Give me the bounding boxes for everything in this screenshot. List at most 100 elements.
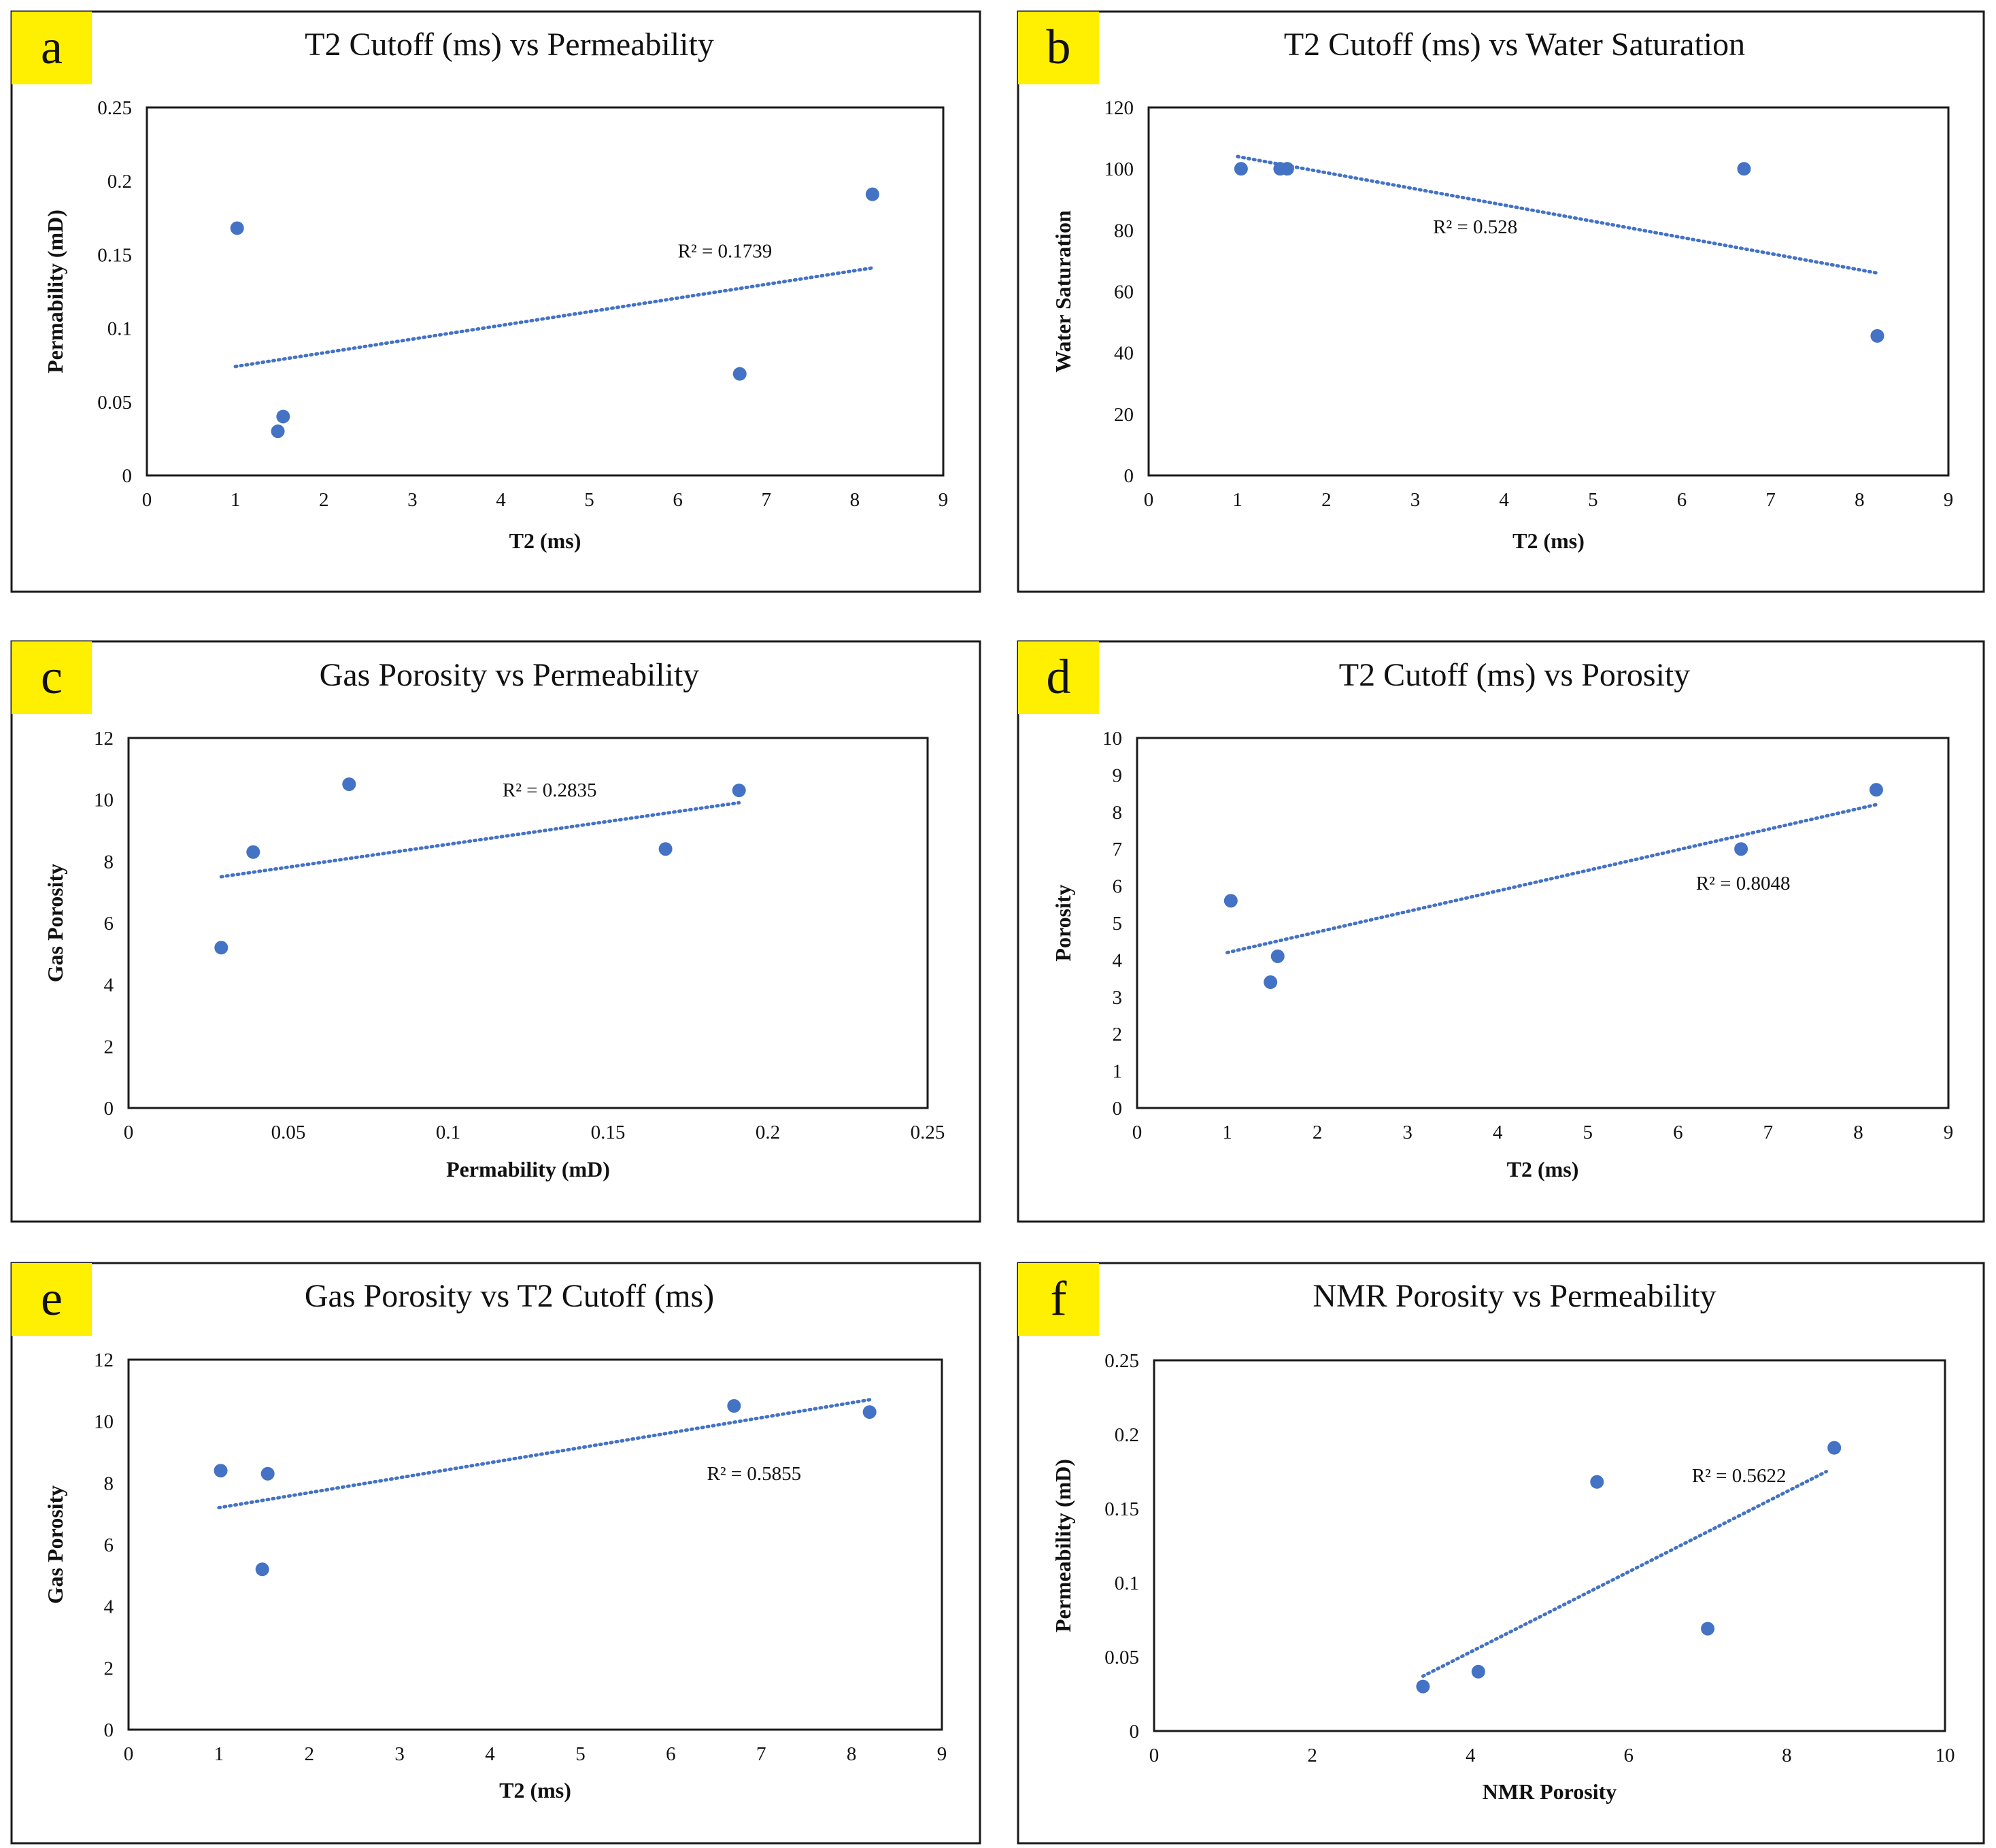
panel-a-r2-label: R² = 0.1739 [678,241,773,263]
panel-c-x-tick-label: 0 [124,1122,134,1143]
panel-b-x-axis-label: T2 (ms) [1512,528,1585,553]
panel-f-x-tick-label: 8 [1782,1745,1792,1766]
panel-c-letter: c [41,650,63,704]
panel-d-y-tick-label: 7 [1113,839,1123,860]
panel-d-letter-box [1018,641,1099,714]
panel-a-y-axis-label: Permability (mD) [43,209,67,373]
panel-e-trendline [217,1398,872,1510]
panel-d-y-tick-label: 6 [1113,876,1123,898]
panel-d-y-tick-label: 10 [1102,728,1122,750]
panel-a-x-axis-label: T2 (ms) [509,528,581,553]
panel-e-y-tick-label: 12 [94,1349,114,1371]
panel-a-x-tick-label: 6 [673,489,683,511]
panel-f-plot-area [1153,1359,1946,1732]
panel-f-letter: f [1051,1271,1067,1326]
panel-d-x-tick-label: 9 [1944,1122,1954,1143]
panel-c-x-tick-label: 0.2 [756,1122,780,1143]
panel-b: b T2 Cutoff (ms) vs Water Saturation02040… [1017,10,1985,593]
panel-b-y-tick-label: 0 [1124,465,1134,487]
panel-a-data-point [230,221,244,235]
panel-e-r2-label: R² = 0.5855 [707,1463,801,1485]
panel-b-y-tick-label: 100 [1104,158,1134,180]
panel-c-y-tick-label: 6 [104,913,114,935]
panel-c-letter-box [12,641,92,714]
panel-c-y-axis-label: Gas Porosity [43,864,67,983]
panel-d-plot-area [1136,737,1950,1109]
panel-d-x-tick-label: 3 [1402,1122,1413,1143]
panel-f-trendline [1421,1470,1829,1678]
panel-a-y-tick-label: 0 [122,465,133,487]
panel-b-letter-box [1018,12,1099,84]
panel-c-x-tick-label: 0.1 [436,1122,460,1143]
panel-d-trendline [1225,803,1878,955]
panel-c-x-tick-label: 0.25 [911,1122,945,1143]
panel-d-data-point [1270,949,1285,963]
panel-b-x-tick-label: 6 [1677,489,1687,511]
panel-f-y-tick-label: 0.2 [1115,1424,1139,1446]
panel-b-x-tick-label: 4 [1499,489,1509,511]
panel-d-y-tick-label: 5 [1113,913,1123,935]
panel-a-y-tick-label: 0.2 [107,171,132,192]
panel-c-data-point [658,842,673,856]
panel-f-y-tick-label: 0.1 [1115,1573,1139,1594]
panel-e-plot-area [127,1358,943,1731]
panel-f-data-point [1590,1475,1604,1489]
panel-b-x-tick-label: 0 [1144,489,1154,511]
panel-d-x-tick-label: 4 [1493,1122,1503,1143]
panel-a-x-tick-label: 2 [319,489,329,511]
panel-f-y-tick-label: 0 [1130,1721,1140,1743]
panel-d-x-tick-label: 2 [1313,1122,1323,1143]
panel-a-plot-area [146,106,945,477]
panel-d-data-point [1223,894,1238,908]
panel-b-y-tick-label: 40 [1114,343,1134,365]
panel-d-x-tick-label: 6 [1673,1122,1683,1143]
panel-e-letter-box [12,1263,92,1336]
panel-d: d T2 Cutoff (ms) vs Porosity 0 1 2 3 4 5 6 7 8 9 10 0… [1017,640,1985,1223]
panel-f-x-tick-label: 6 [1624,1745,1634,1766]
panel-f-x-tick-label: 4 [1466,1745,1476,1766]
panel-e-data-point [727,1399,741,1413]
panel-b-x-tick-label: 8 [1855,489,1865,511]
panel-d-y-tick-label: 0 [1113,1098,1123,1120]
panel-a-y-tick-label: 0.05 [97,392,132,414]
panel-d-x-tick-label: 1 [1222,1122,1232,1143]
panel-a-letter: a [41,20,63,74]
panel-e-x-tick-label: 7 [756,1743,766,1765]
panel-f: f NMR Porosity vs Permeability 0 0.05 0.1 0.1… [1017,1262,1985,1845]
panel-e-x-tick-label: 4 [485,1743,495,1765]
panel-f-x-tick-label: 10 [1935,1745,1955,1766]
panel-e-x-tick-label: 9 [937,1743,947,1765]
panel-a-x-tick-label: 1 [231,489,241,511]
panel-b-y-tick-label: 20 [1114,404,1134,426]
panel-f-data-point [1416,1679,1430,1694]
panel-d-y-tick-label: 9 [1113,765,1123,786]
panel-b-data-point [1870,329,1884,343]
panel-e-y-tick-label: 4 [104,1596,114,1618]
panel-c-x-tick-label: 0.05 [271,1122,306,1143]
panel-e-data-point [260,1466,275,1481]
panel-a-data-point [865,187,879,201]
panel-e-title: Gas Porosity vs T2 Cutoff (ms) [305,1278,714,1314]
panel-a-letter-box [12,12,92,84]
panel-e-x-tick-label: 0 [124,1743,134,1765]
panel-e-x-tick-label: 8 [847,1743,857,1765]
panel-c-title: Gas Porosity vs Permeability [320,657,700,693]
panel-c-data-point [246,845,260,859]
panel-a-title: T2 Cutoff (ms) vs Permeability [305,27,714,63]
panel-a-x-tick-label: 7 [762,489,772,511]
panel-c-data-point [214,941,229,955]
panel-e-x-tick-label: 1 [214,1743,224,1765]
panel-e-x-tick-label: 3 [394,1743,405,1765]
panel-f-x-tick-label: 2 [1307,1745,1317,1766]
panel-d-y-tick-label: 1 [1113,1061,1123,1083]
panel-b-data-point [1737,162,1751,176]
panel-e-y-axis-label: Gas Porosity [43,1485,67,1605]
panel-a-data-point [276,409,290,424]
panel-a-x-tick-label: 0 [142,489,152,511]
panel-b-y-tick-label: 120 [1104,97,1134,119]
panel-a-x-tick-label: 4 [496,489,506,511]
panel-a-trendline [233,266,875,369]
panel-d-title: T2 Cutoff (ms) vs Porosity [1339,657,1690,693]
panel-c-data-point [342,777,356,791]
